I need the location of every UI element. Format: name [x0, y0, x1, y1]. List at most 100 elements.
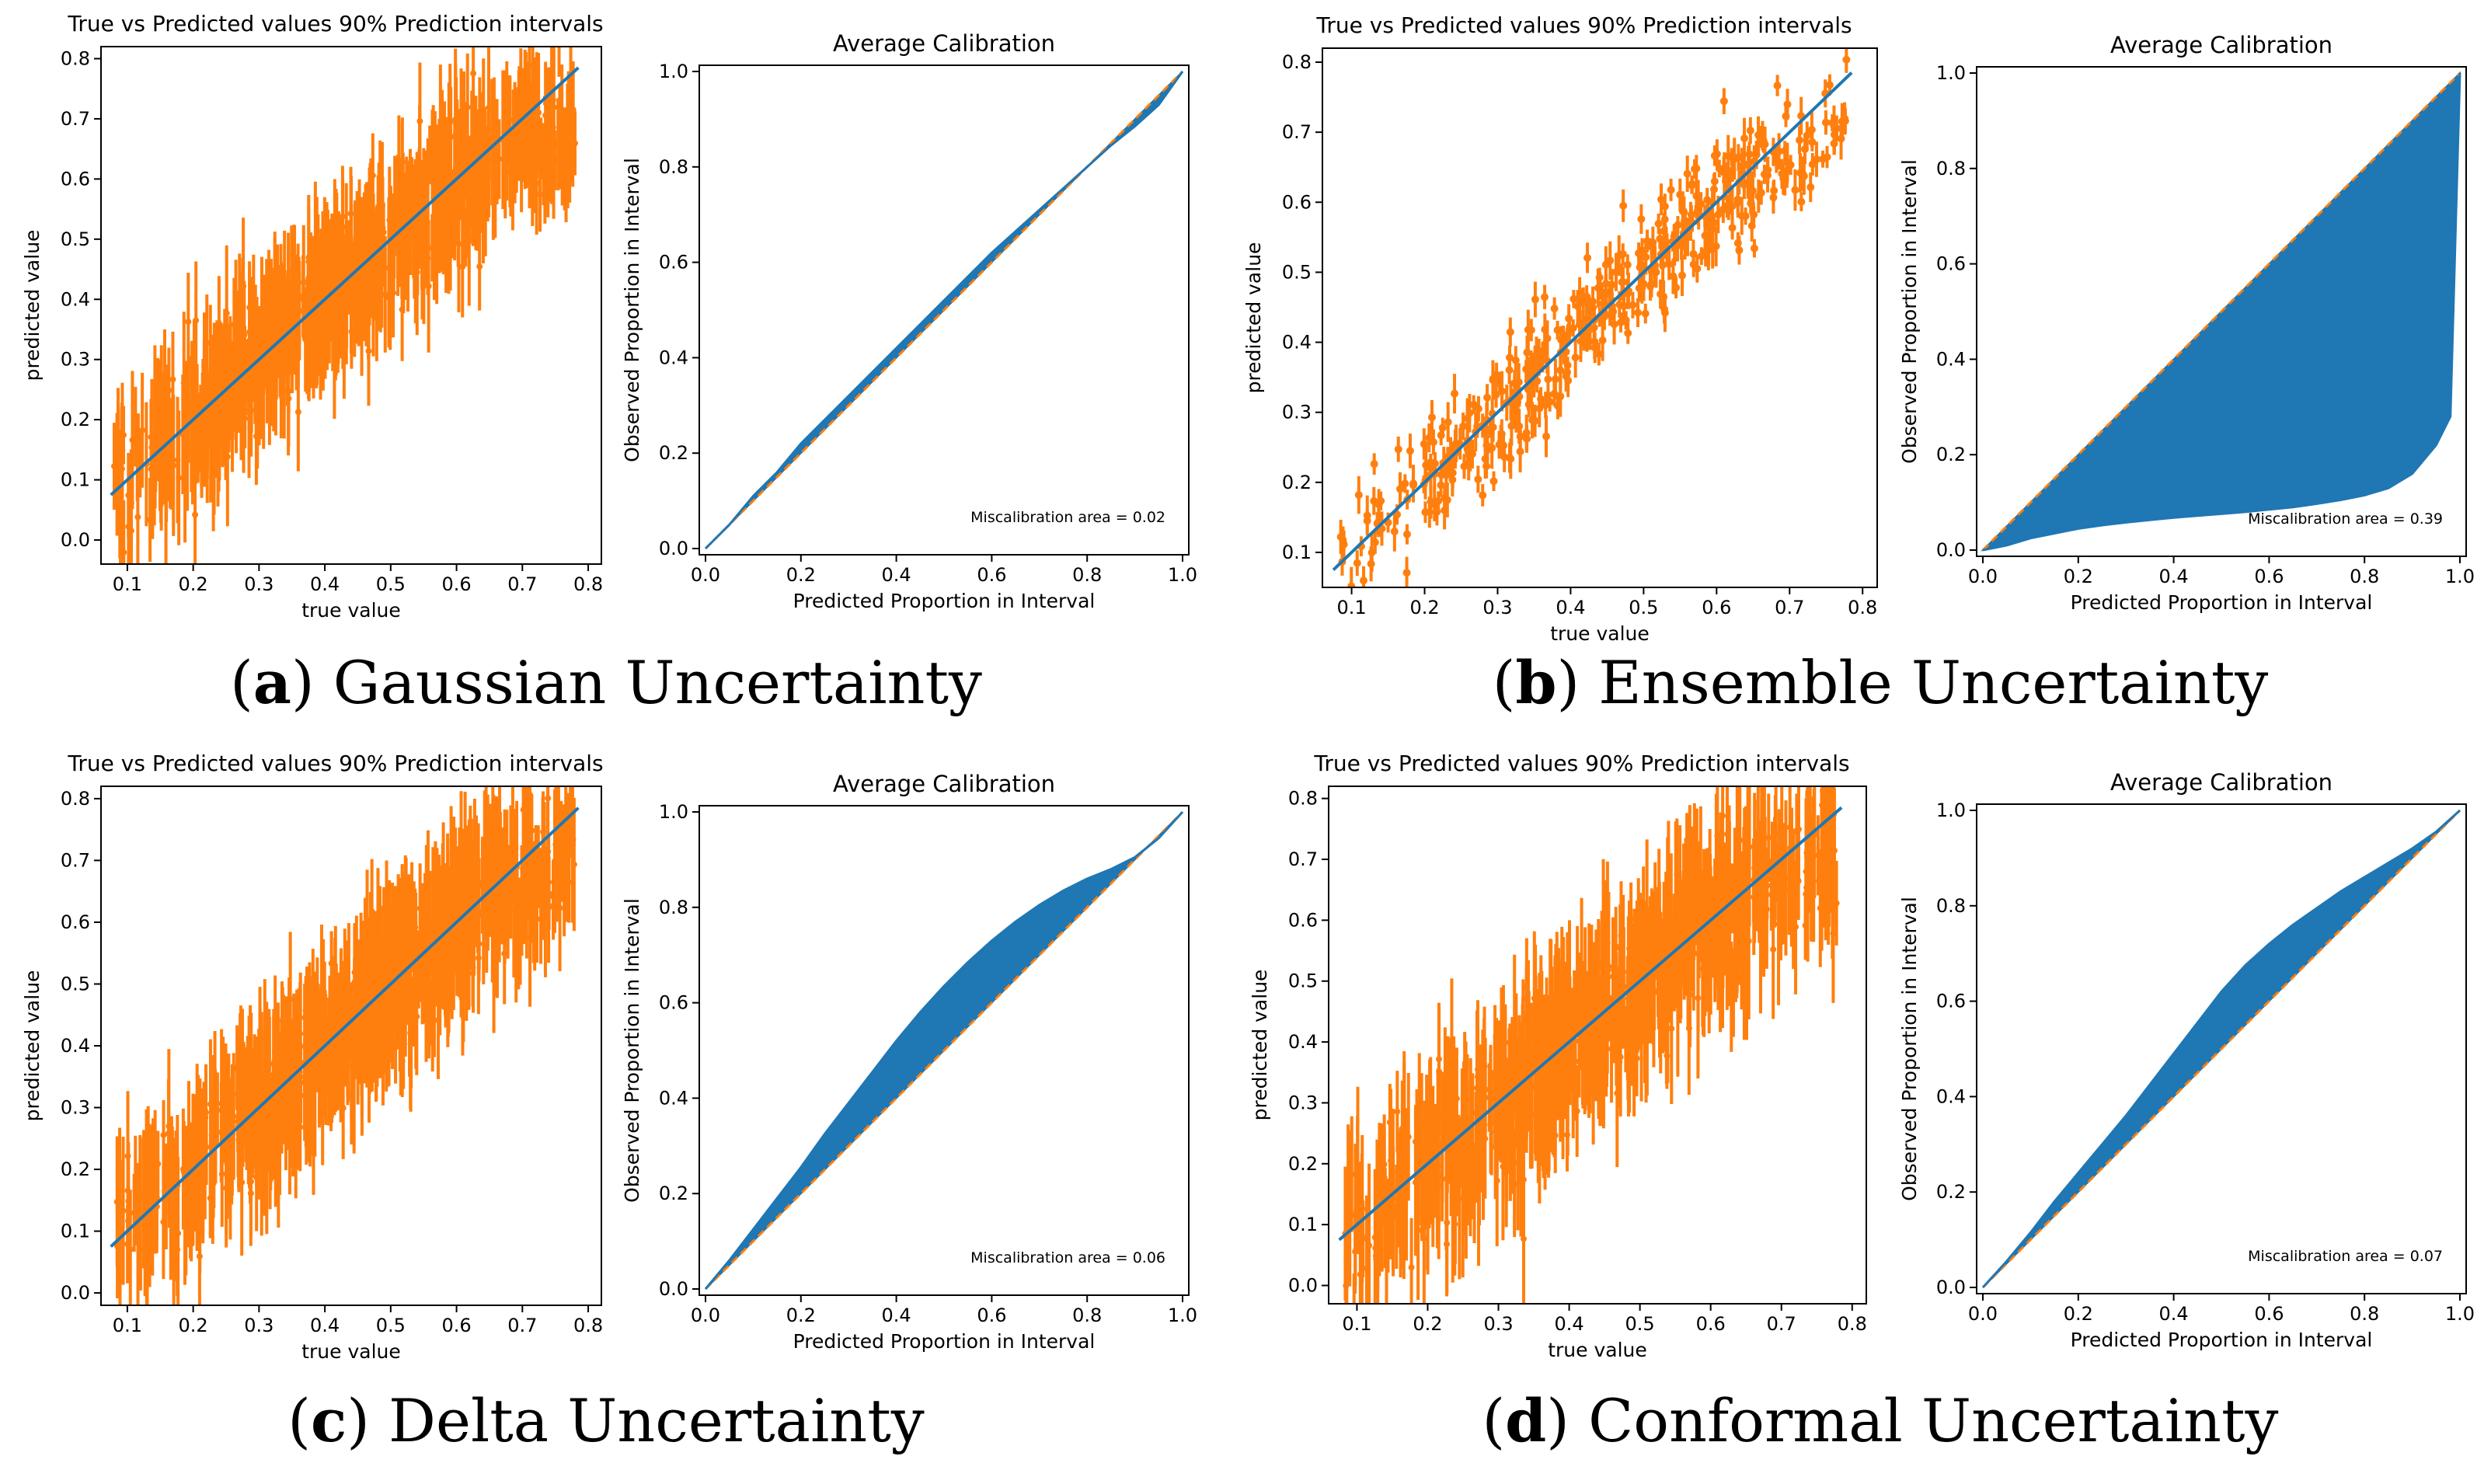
- data-point: [385, 1032, 392, 1039]
- data-point: [235, 1091, 242, 1098]
- data-point: [312, 1028, 319, 1035]
- data-point: [1772, 830, 1779, 837]
- data-point: [211, 364, 218, 371]
- data-point: [1660, 305, 1669, 313]
- data-point: [1427, 413, 1436, 422]
- data-point: [1583, 253, 1592, 262]
- data-point: [1773, 82, 1782, 90]
- data-point: [1735, 246, 1744, 254]
- data-point: [1740, 134, 1749, 143]
- y-tick-label: 0.5: [61, 973, 90, 995]
- ideal-line: [1981, 71, 2461, 552]
- data-point: [472, 907, 479, 914]
- data-point: [1524, 326, 1532, 334]
- data-point: [400, 250, 407, 257]
- data-point: [1590, 337, 1599, 346]
- data-point: [510, 134, 517, 141]
- data-point: [1493, 1110, 1500, 1117]
- caption-open: (: [230, 648, 253, 717]
- data-point: [255, 1139, 262, 1146]
- data-point: [1439, 1140, 1446, 1147]
- data-point: [480, 106, 487, 113]
- data-point: [328, 1079, 335, 1086]
- data-point: [1557, 336, 1566, 344]
- data-point: [296, 307, 303, 314]
- data-point: [144, 1262, 151, 1269]
- x-tick-label: 0.8: [1072, 1305, 1102, 1326]
- caption-a: (a) Gaussian Uncertainty: [230, 648, 982, 717]
- data-point: [1750, 244, 1758, 253]
- scatter-points-b: [1336, 48, 1851, 587]
- scatter-axes-a: [100, 46, 602, 565]
- data-point: [286, 1035, 293, 1042]
- caption-letter: c: [311, 1386, 347, 1455]
- data-point: [503, 155, 510, 162]
- data-point: [1837, 134, 1845, 143]
- data-point: [1383, 1254, 1390, 1261]
- data-point: [1390, 528, 1399, 536]
- data-point: [198, 445, 205, 452]
- data-point: [1634, 308, 1643, 317]
- caption-letter: a: [253, 648, 291, 717]
- x-tick-label: 0.4: [2159, 566, 2189, 587]
- y-tick-label: 0.4: [61, 1035, 90, 1057]
- data-point: [1507, 455, 1515, 463]
- y-tick-label: 1.0: [1936, 62, 1966, 84]
- data-point: [265, 1061, 272, 1068]
- data-point: [1511, 356, 1520, 364]
- data-point: [423, 1000, 430, 1007]
- y-tick-label: 0.3: [1282, 402, 1312, 423]
- data-point: [194, 1149, 201, 1156]
- data-point: [348, 328, 355, 335]
- data-point: [1799, 169, 1807, 178]
- data-point: [1747, 200, 1756, 208]
- data-point: [1629, 954, 1636, 961]
- data-point: [1670, 232, 1678, 241]
- data-point: [435, 1017, 442, 1024]
- data-point: [452, 895, 459, 902]
- data-point: [1571, 354, 1580, 362]
- x-tick-label: 1.0: [2445, 566, 2475, 587]
- x-tick-label: 0.7: [507, 573, 537, 595]
- data-point: [1570, 294, 1578, 303]
- x-tick-label: 0.6: [441, 1315, 471, 1336]
- x-tick-label: 0.7: [507, 1315, 537, 1336]
- y-tick-label: 0.0: [659, 1278, 688, 1300]
- data-point: [1394, 445, 1402, 454]
- data-point: [139, 427, 146, 434]
- data-point: [444, 170, 451, 177]
- data-point: [527, 934, 534, 941]
- data-point: [442, 936, 449, 943]
- data-point: [310, 1118, 317, 1125]
- x-tick-label: 1.0: [1168, 1305, 1197, 1326]
- x-tick-label: 0.1: [113, 573, 142, 595]
- data-point: [411, 976, 418, 983]
- data-point: [1607, 312, 1615, 320]
- data-point: [124, 1241, 131, 1248]
- x-tick-label: 0.2: [2064, 566, 2093, 587]
- data-point: [1444, 418, 1452, 427]
- data-point: [438, 959, 445, 966]
- data-point: [317, 1056, 324, 1063]
- data-point: [1654, 219, 1663, 228]
- data-point: [134, 448, 141, 455]
- data-point: [211, 1125, 218, 1132]
- data-point: [1479, 491, 1487, 500]
- y-tick-label: 0.0: [1936, 539, 1966, 561]
- data-point: [525, 876, 532, 883]
- data-point: [1374, 500, 1383, 509]
- data-point: [120, 1207, 127, 1214]
- data-point: [1556, 366, 1565, 374]
- data-point: [347, 210, 354, 217]
- data-point: [166, 1177, 173, 1184]
- data-point: [1705, 244, 1713, 253]
- data-point: [187, 1200, 194, 1207]
- data-point: [1448, 476, 1457, 484]
- calibration-xlabel: Predicted Proportion in Interval: [793, 590, 1096, 612]
- calibration-axes-b: [1976, 66, 2467, 557]
- y-tick-label: 0.5: [1282, 261, 1312, 283]
- data-point: [1406, 447, 1414, 455]
- data-point: [559, 160, 566, 167]
- data-point: [1719, 164, 1728, 172]
- data-point: [1719, 97, 1728, 106]
